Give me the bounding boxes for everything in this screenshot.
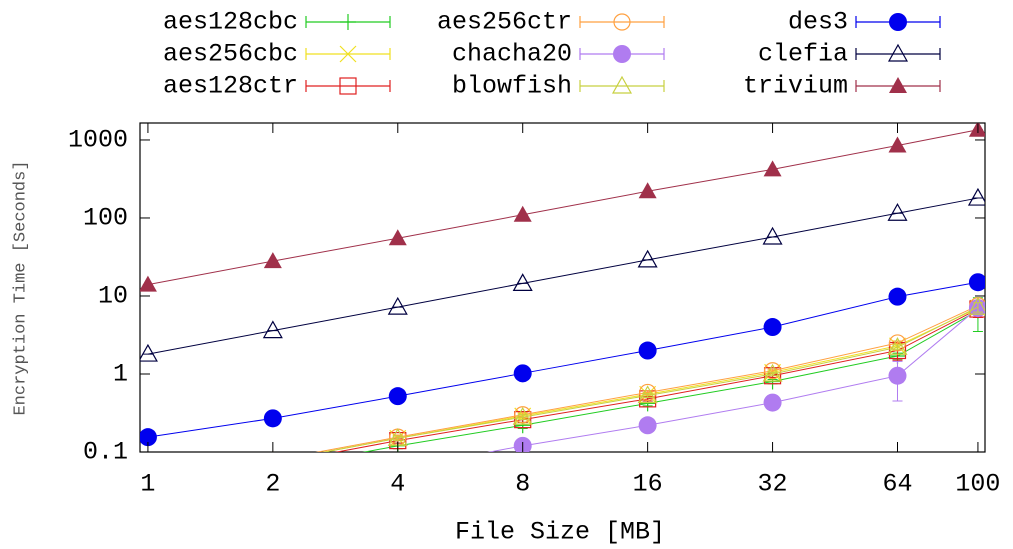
marker <box>339 45 357 63</box>
marker <box>887 43 909 62</box>
plot-frame <box>139 122 986 453</box>
error-bar <box>767 371 778 377</box>
marker <box>388 387 407 406</box>
legend-swatch <box>579 80 665 92</box>
y-tick-label: 10 <box>98 282 128 311</box>
legend-label: aes256cbc <box>163 40 298 69</box>
marker <box>889 77 907 93</box>
marker <box>512 406 533 425</box>
marker <box>140 275 157 292</box>
marker <box>139 507 157 525</box>
series-line <box>362 310 979 452</box>
marker <box>887 337 908 355</box>
y-axis-label: Encryption Time [Seconds] <box>11 160 30 415</box>
marker <box>763 318 782 337</box>
series-line <box>321 306 979 452</box>
marker <box>762 363 783 382</box>
series-line <box>334 308 979 452</box>
marker <box>263 409 282 428</box>
marker <box>637 385 658 404</box>
marker <box>638 416 657 435</box>
legend-label: aes128ctr <box>163 72 298 101</box>
marker <box>637 249 658 268</box>
series-line <box>147 129 979 286</box>
marker <box>968 123 985 137</box>
series-line <box>147 281 979 438</box>
marker <box>763 160 782 177</box>
legend-swatch <box>855 48 941 60</box>
y-tick-label: 1000 <box>68 126 128 155</box>
marker <box>967 296 985 315</box>
x-tick-label: 4 <box>390 470 405 499</box>
error-bar <box>972 302 983 313</box>
marker <box>272 451 274 452</box>
series-line <box>315 305 979 452</box>
legend-label: aes128cbc <box>163 8 298 37</box>
marker <box>763 362 782 380</box>
y-tick-label: 100 <box>83 204 128 233</box>
series-line <box>147 197 979 355</box>
marker <box>967 187 985 206</box>
marker <box>513 364 532 383</box>
marker <box>514 411 532 429</box>
marker <box>271 451 275 452</box>
x-axis-label: File Size [MB] <box>455 518 665 547</box>
marker <box>613 13 631 31</box>
legend-label: blowfish <box>452 72 572 101</box>
marker <box>140 428 157 447</box>
legend-label: clefia <box>758 40 848 69</box>
marker <box>339 77 357 95</box>
marker <box>888 366 907 385</box>
plot-area <box>139 123 985 525</box>
marker <box>888 287 907 306</box>
marker <box>968 273 985 292</box>
x-tick-label: 2 <box>265 470 280 499</box>
legend-swatch <box>579 16 665 28</box>
marker <box>611 75 633 94</box>
series-line <box>321 307 979 452</box>
marker <box>140 343 158 362</box>
x-tick-label: 16 <box>633 470 663 499</box>
legend-swatch <box>305 80 391 92</box>
marker <box>265 454 281 470</box>
marker <box>387 296 408 315</box>
y-tick-label: 1 <box>113 360 128 389</box>
x-tick-label: 1 <box>140 470 155 499</box>
marker <box>889 13 907 31</box>
x-tick-label: 100 <box>955 470 1000 499</box>
marker <box>638 182 657 199</box>
legend-label: aes256ctr <box>437 8 572 37</box>
legend-label: trivium <box>743 72 848 101</box>
marker <box>762 226 783 245</box>
marker <box>613 45 631 63</box>
x-tick-label: 64 <box>882 470 912 499</box>
marker <box>638 341 657 360</box>
y-tick-label: 0.1 <box>83 438 128 467</box>
marker <box>512 273 533 291</box>
marker <box>513 205 532 222</box>
series-line <box>487 307 979 452</box>
marker <box>340 14 356 30</box>
x-tick-label: 8 <box>515 470 530 499</box>
marker <box>388 229 407 246</box>
marker <box>263 252 282 269</box>
marker <box>763 393 782 412</box>
marker <box>262 320 283 339</box>
marker <box>639 383 657 402</box>
marker <box>514 406 532 424</box>
x-tick-label: 32 <box>758 470 788 499</box>
marker <box>888 136 907 153</box>
marker <box>887 203 908 221</box>
legend-label: chacha20 <box>452 40 572 69</box>
legend-label: des3 <box>788 8 848 37</box>
